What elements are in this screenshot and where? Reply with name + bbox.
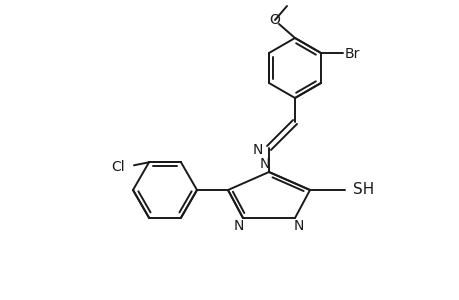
Text: O: O xyxy=(269,13,280,27)
Text: Cl: Cl xyxy=(111,160,125,174)
Text: SH: SH xyxy=(352,182,374,197)
Text: N: N xyxy=(233,219,244,233)
Text: Br: Br xyxy=(344,47,359,61)
Text: N: N xyxy=(259,157,269,171)
Text: N: N xyxy=(252,143,263,157)
Text: N: N xyxy=(293,219,303,233)
